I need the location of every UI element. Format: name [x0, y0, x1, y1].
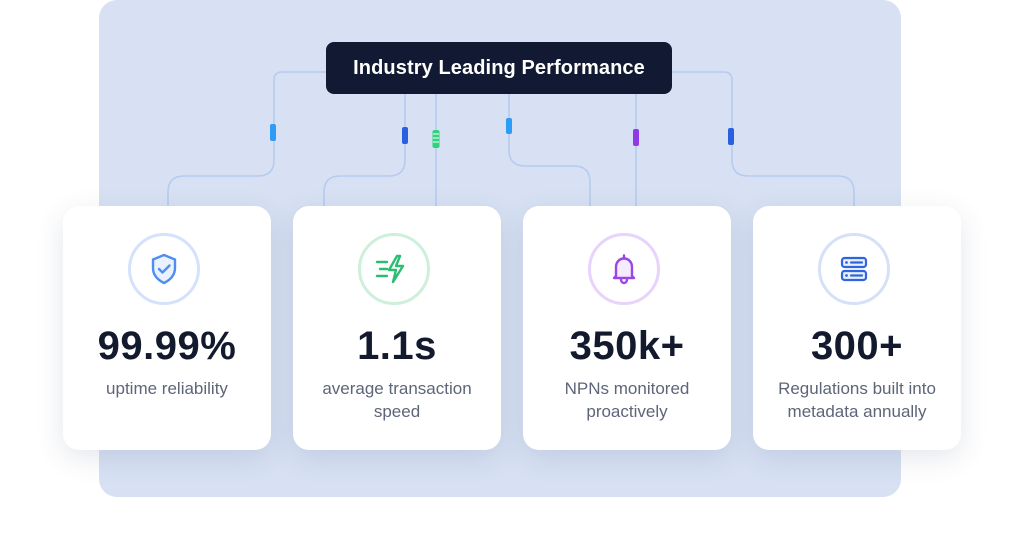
bell-icon [588, 233, 660, 305]
stat-label: average transaction speed [322, 379, 472, 421]
signal-pulse [432, 130, 440, 148]
signal-pulse [728, 128, 734, 145]
connector-line [672, 71, 855, 206]
connector-line [167, 71, 326, 206]
connector-line [508, 94, 591, 206]
server-icon [818, 233, 890, 305]
section-title: Industry Leading Performance [326, 42, 672, 94]
stat-label: NPNs monitored proactively [564, 379, 690, 421]
stat-value: 1.1s [357, 324, 437, 368]
stat-card-speed: 1.1s average transaction speed [293, 206, 501, 450]
stat-label: uptime reliability [106, 379, 228, 398]
stat-label: Regulations built into metadata annually [778, 379, 936, 421]
connector-line [323, 94, 406, 206]
signal-pulse [506, 118, 512, 134]
stat-value: 99.99% [97, 324, 237, 368]
signal-pulse [633, 129, 639, 146]
stat-card-npns: 350k+ NPNs monitored proactively [523, 206, 731, 450]
stat-value: 350k+ [569, 324, 685, 368]
signal-pulse [402, 127, 408, 144]
shield-check-icon [128, 233, 200, 305]
stat-card-uptime: 99.99% uptime reliability [63, 206, 271, 450]
signal-pulse [270, 124, 276, 141]
stat-value: 300+ [810, 324, 904, 368]
lightning-speed-icon [358, 233, 430, 305]
stat-card-regulations: 300+ Regulations built into metadata ann… [753, 206, 961, 450]
